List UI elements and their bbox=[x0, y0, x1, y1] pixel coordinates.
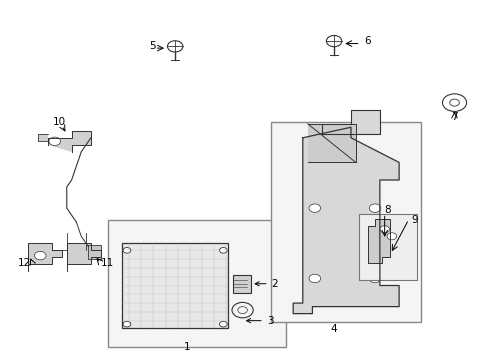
Text: 2: 2 bbox=[255, 279, 278, 289]
Circle shape bbox=[387, 233, 397, 240]
Circle shape bbox=[34, 251, 46, 260]
Text: 8: 8 bbox=[384, 205, 391, 215]
Bar bbox=[233, 275, 251, 293]
Polygon shape bbox=[293, 127, 399, 314]
Circle shape bbox=[369, 274, 381, 283]
Text: 7: 7 bbox=[451, 112, 458, 122]
Circle shape bbox=[123, 321, 131, 327]
FancyBboxPatch shape bbox=[359, 214, 417, 279]
Circle shape bbox=[309, 274, 320, 283]
Text: 9: 9 bbox=[411, 215, 418, 225]
Polygon shape bbox=[28, 243, 62, 271]
Bar bbox=[89, 245, 100, 259]
Polygon shape bbox=[67, 243, 100, 271]
Text: 12: 12 bbox=[18, 258, 31, 267]
FancyBboxPatch shape bbox=[108, 220, 286, 347]
Circle shape bbox=[220, 248, 227, 253]
Polygon shape bbox=[308, 124, 356, 162]
Text: 1: 1 bbox=[184, 342, 191, 352]
Circle shape bbox=[123, 248, 131, 253]
Polygon shape bbox=[48, 131, 91, 152]
Text: 5: 5 bbox=[149, 41, 156, 51]
Text: 10: 10 bbox=[53, 117, 66, 127]
Circle shape bbox=[220, 321, 227, 327]
Circle shape bbox=[309, 204, 320, 212]
Text: 6: 6 bbox=[365, 36, 371, 46]
Bar bbox=[122, 243, 228, 328]
Text: 4: 4 bbox=[331, 324, 338, 334]
Circle shape bbox=[369, 204, 381, 212]
FancyBboxPatch shape bbox=[271, 122, 421, 323]
Polygon shape bbox=[322, 110, 380, 134]
Text: 3: 3 bbox=[246, 316, 273, 326]
Polygon shape bbox=[368, 219, 390, 263]
Circle shape bbox=[49, 137, 61, 145]
Circle shape bbox=[380, 226, 390, 233]
Text: 11: 11 bbox=[100, 258, 114, 267]
Polygon shape bbox=[38, 134, 48, 141]
